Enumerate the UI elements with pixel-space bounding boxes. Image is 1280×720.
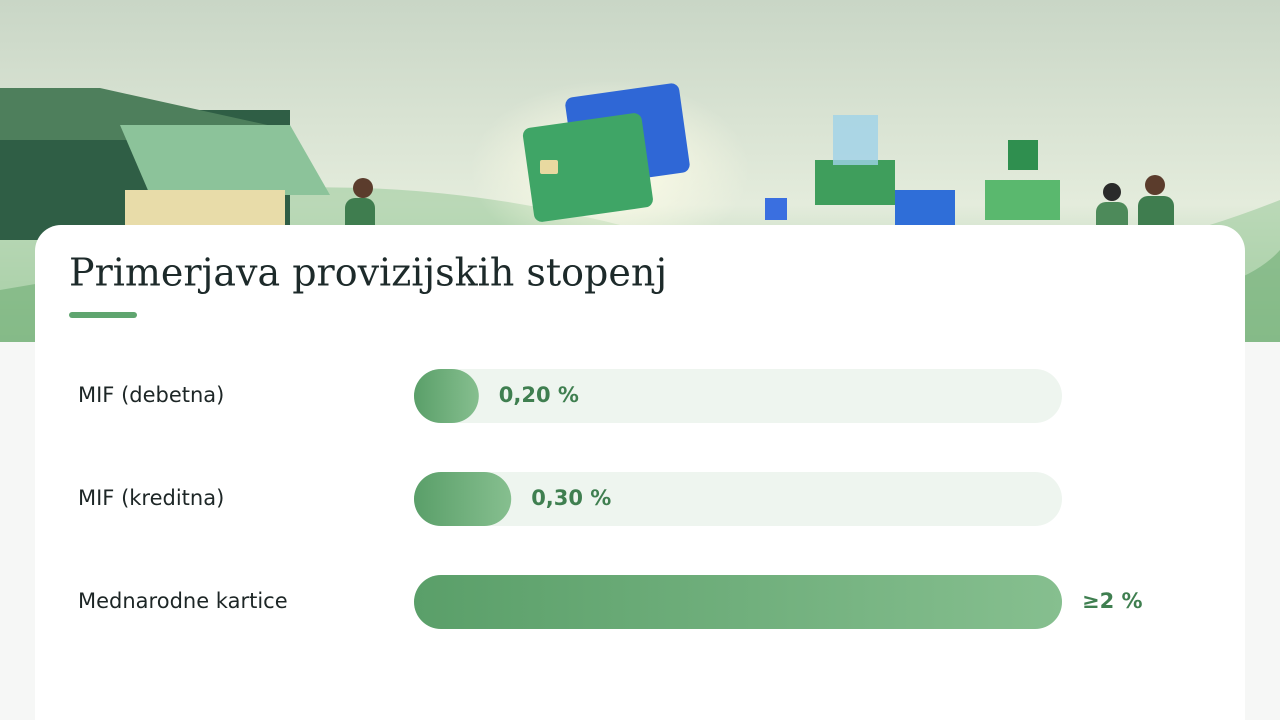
category-label: MIF (kreditna) xyxy=(78,486,224,510)
bar xyxy=(414,369,479,423)
bar-track xyxy=(414,369,1062,423)
category-label: Mednarodne kartice xyxy=(78,589,288,613)
title-underline xyxy=(69,312,137,318)
bar xyxy=(414,472,512,526)
bar xyxy=(414,575,1062,629)
value-label: ≥2 % xyxy=(1082,589,1143,613)
chart-title: Primerjava provizijskih stopenj xyxy=(69,251,667,295)
category-label: MIF (debetna) xyxy=(78,383,224,407)
bar-track xyxy=(414,472,1062,526)
value-label: 0,30 % xyxy=(531,486,611,510)
value-label: 0,20 % xyxy=(499,383,579,407)
